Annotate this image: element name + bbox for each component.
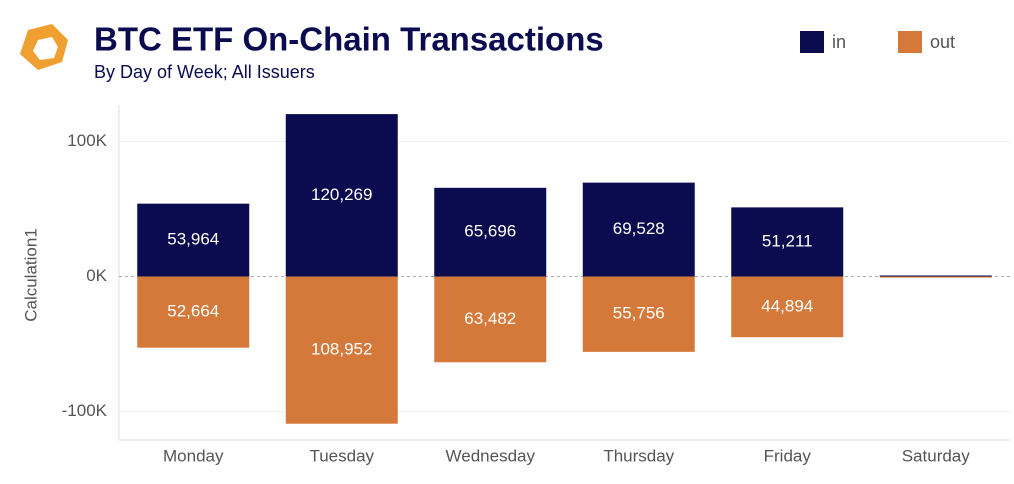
bar bbox=[731, 276, 844, 338]
logo bbox=[20, 24, 68, 70]
x-tick-label: Friday bbox=[764, 446, 812, 465]
value-label: 51,211 bbox=[762, 231, 813, 250]
y-tick-label: -100K bbox=[62, 401, 108, 420]
value-label: 120,269 bbox=[311, 185, 372, 204]
value-label: 44,894 bbox=[761, 296, 813, 315]
legend-swatch bbox=[898, 31, 922, 53]
x-tick-label: Saturday bbox=[902, 446, 971, 465]
value-label: 108,952 bbox=[311, 340, 372, 359]
x-tick-label: Monday bbox=[163, 446, 224, 465]
x-tick-label: Wednesday bbox=[446, 446, 536, 465]
bar bbox=[582, 276, 695, 352]
bar bbox=[434, 187, 547, 277]
legend-swatch bbox=[800, 31, 824, 53]
value-label: 55,756 bbox=[613, 304, 665, 323]
y-tick-label: 0K bbox=[86, 266, 107, 285]
value-label: 63,482 bbox=[464, 309, 516, 328]
value-label: 69,528 bbox=[613, 219, 665, 238]
bar bbox=[879, 276, 992, 278]
x-tick-label: Thursday bbox=[603, 446, 674, 465]
chart-subtitle: By Day of Week; All Issuers bbox=[94, 62, 315, 82]
y-tick-label: 100K bbox=[67, 131, 107, 150]
value-label: 52,664 bbox=[167, 302, 219, 321]
value-label: 53,964 bbox=[167, 230, 219, 249]
bar bbox=[285, 114, 398, 277]
bar bbox=[731, 207, 844, 277]
bar bbox=[582, 182, 695, 277]
y-axis-label: Calculation1 bbox=[21, 228, 40, 322]
bar bbox=[879, 275, 992, 277]
bar bbox=[285, 276, 398, 424]
bar bbox=[434, 276, 547, 363]
legend-label: out bbox=[930, 32, 955, 52]
bar bbox=[137, 203, 250, 277]
bar bbox=[137, 276, 250, 348]
legend-label: in bbox=[832, 32, 846, 52]
x-tick-label: Tuesday bbox=[309, 446, 374, 465]
chart-title: BTC ETF On-Chain Transactions bbox=[94, 21, 604, 58]
value-label: 65,696 bbox=[464, 222, 516, 241]
